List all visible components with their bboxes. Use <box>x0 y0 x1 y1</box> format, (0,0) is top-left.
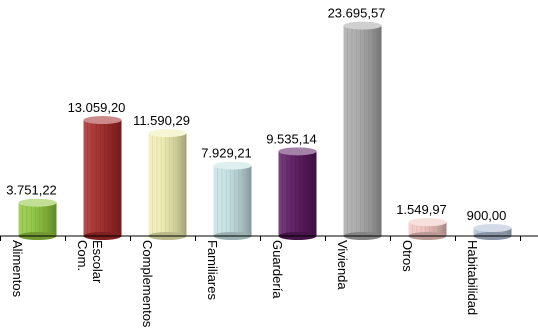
category-label: Familiares <box>205 240 220 300</box>
bar <box>343 21 382 240</box>
x-axis-ticks <box>0 236 521 241</box>
value-label: 3.751,22 <box>6 183 57 198</box>
category-label: Com. <box>75 240 90 271</box>
bar <box>213 161 252 240</box>
category-label: Habitabilidad <box>465 240 480 315</box>
value-labels: 3.751,22 13.059,20 11.590,29 7.929,21 9.535,… <box>6 6 506 223</box>
value-label: 13.059,20 <box>68 100 126 115</box>
value-label: 11.590,29 <box>133 113 190 128</box>
bars-layer <box>18 21 512 240</box>
category-label: Vivienda <box>335 240 350 290</box>
value-label: 900,00 <box>467 208 507 223</box>
value-label: 7.929,21 <box>201 146 252 161</box>
bar <box>18 198 57 240</box>
category-label: Escolar <box>90 240 105 284</box>
value-label: 9.535,14 <box>266 131 317 146</box>
category-labels: Alimentos Com. Escolar Complementos Familiar… <box>10 240 480 328</box>
value-label: 1.549,97 <box>396 202 447 217</box>
bar <box>83 116 122 240</box>
bar <box>148 129 187 240</box>
category-label: Alimentos <box>10 240 25 298</box>
bar <box>473 224 512 240</box>
value-label: 23.695,57 <box>328 6 386 21</box>
category-label: Otros <box>400 240 415 272</box>
category-label: Guardería <box>270 240 285 299</box>
bar <box>278 147 317 240</box>
bar <box>408 218 447 240</box>
category-label: Complementos <box>140 240 155 328</box>
